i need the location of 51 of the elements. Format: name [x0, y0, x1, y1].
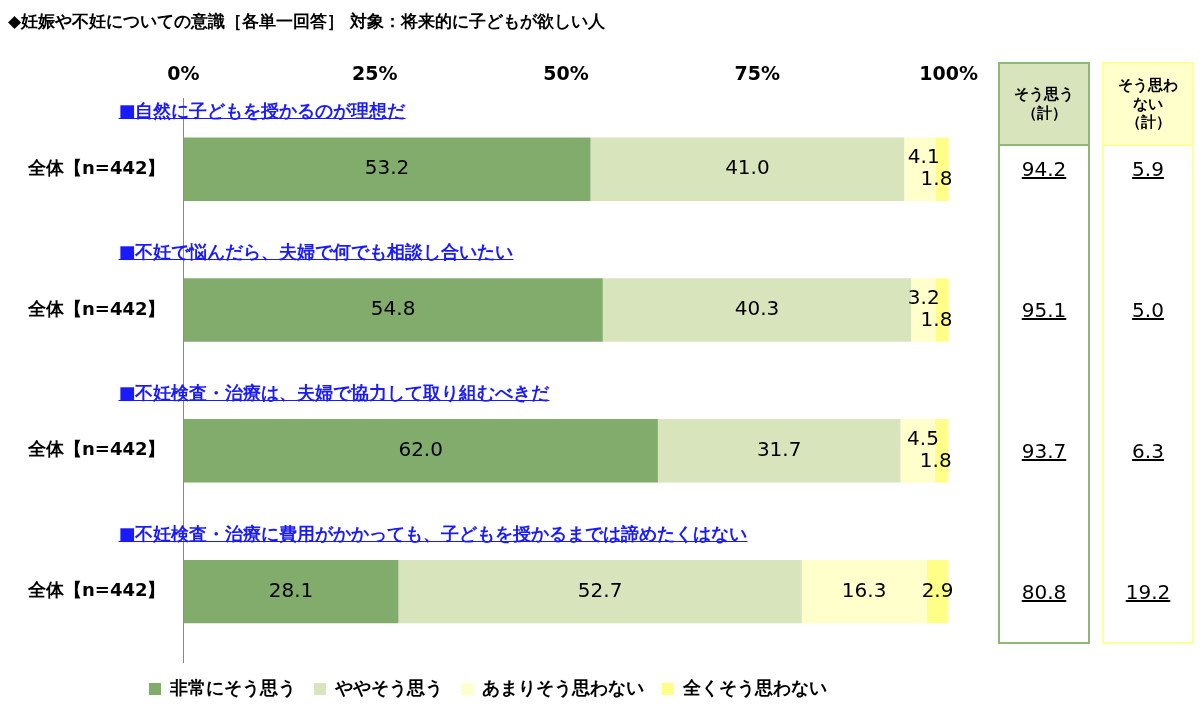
data-label: 2.9 — [921, 577, 954, 602]
data-label: 16.3 — [841, 577, 887, 602]
annotation: ■不妊検査・治療に費用がかかっても、子どもを授かるまでは諦めたくはない — [118, 521, 748, 546]
y-tick-label: 全体【n=442】 — [26, 297, 166, 319]
annotation: ■不妊で悩んだら、夫婦で何でも相談し合いたい — [118, 240, 514, 264]
legend-label: あまりそう思わない — [482, 676, 644, 698]
data-label: 31.7 — [756, 437, 802, 461]
bar — [657, 419, 901, 483]
x-tick-label: 50% — [543, 62, 589, 85]
data-label: 54.8 — [370, 296, 416, 321]
y-tick-label: 全体【n=442】 — [26, 156, 166, 178]
bar — [183, 419, 658, 483]
text: 94.2 — [1020, 157, 1068, 182]
x-tick-label: 75% — [734, 62, 781, 85]
data-label: 4.1 — [907, 144, 940, 169]
data-label: 41.0 — [725, 155, 770, 180]
text: 80.8 — [1020, 579, 1068, 604]
data-label: 1.8 — [920, 307, 953, 332]
x-tick-label: 0% — [167, 62, 200, 85]
data-label: 4.5 — [907, 426, 939, 450]
chart-title: ◆妊娠や不妊についての意識［各単一回答］ 対象：将来的に子どもが欲しい人 — [8, 10, 605, 33]
data-label: 52.7 — [577, 577, 623, 602]
text: 5.0 — [1131, 298, 1165, 322]
bar — [183, 278, 603, 342]
data-label: 3.2 — [907, 285, 940, 310]
x-tick-label: 100% — [919, 62, 978, 85]
data-label: 28.1 — [268, 577, 314, 602]
legend-label: 非常にそう思う — [169, 676, 296, 698]
bar — [590, 137, 905, 201]
bar — [398, 559, 802, 624]
data-label: 53.2 — [364, 155, 410, 180]
data-label: 40.3 — [734, 296, 780, 321]
text: 95.1 — [1020, 298, 1068, 322]
annotation: ■不妊検査・治療は、夫婦で協力して取り組むべきだ — [118, 380, 550, 405]
bar — [183, 137, 591, 201]
legend-label: ややそう思う — [334, 676, 443, 698]
text: 93.7 — [1020, 438, 1068, 463]
text: 5.9 — [1131, 157, 1165, 182]
data-label: 1.8 — [919, 448, 952, 472]
annotation: ■自然に子どもを授かるのが理想だ — [118, 99, 406, 124]
legend-label: 全くそう思わない — [682, 676, 827, 698]
text: そう思う（計） — [1013, 85, 1075, 123]
data-label: 1.8 — [920, 166, 953, 191]
text: そう思わない（計） — [1117, 75, 1179, 133]
text: 6.3 — [1131, 438, 1165, 463]
y-tick-label: 全体【n=442】 — [26, 579, 166, 601]
text: 19.2 — [1124, 579, 1172, 604]
data-label: 62.0 — [398, 437, 443, 461]
x-tick-label: 25% — [352, 62, 398, 85]
y-tick-label: 全体【n=442】 — [26, 438, 166, 460]
bar — [183, 559, 399, 624]
